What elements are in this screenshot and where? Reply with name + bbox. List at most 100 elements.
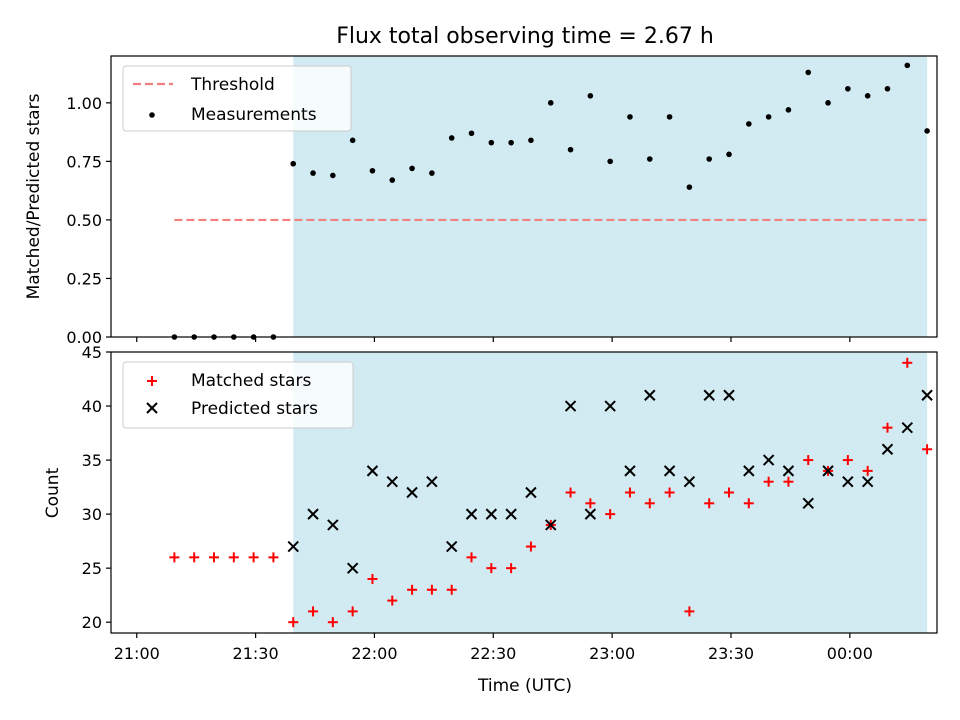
bottom-observing-span-layer <box>293 352 928 633</box>
top-axis-layer: 0.00 0.25 0.50 0.75 1.00 <box>66 55 938 347</box>
measurements-point <box>567 146 574 153</box>
measurements-point <box>904 62 911 69</box>
predicted-stars-point-d2 <box>287 540 299 553</box>
measurements-point <box>765 114 772 120</box>
matched-stars-point <box>466 552 477 563</box>
bottom-x-tick-label: 23:30 <box>708 644 754 663</box>
measurements-point <box>746 121 752 127</box>
matched-stars-point <box>783 476 794 487</box>
measurements-point <box>468 130 475 137</box>
bottom-x-tick-label: 21:30 <box>233 644 279 663</box>
measurements-point <box>924 128 930 134</box>
bottom-y-axis-label: Count <box>43 467 63 518</box>
predicted-stars-point-d2 <box>802 497 814 510</box>
predicted-stars-point-d2 <box>505 508 517 520</box>
predicted-stars-point-d2 <box>584 508 597 520</box>
top-y-tick-label: 0.00 <box>66 328 102 347</box>
matched-stars-point <box>763 476 774 487</box>
measurements-point <box>825 100 831 106</box>
predicted-stars-point-d2 <box>485 508 498 520</box>
bottom-legend-box <box>122 361 354 429</box>
matched-stars-point <box>387 595 398 606</box>
matched-stars-point <box>565 487 576 498</box>
top-panel: Flux total observing time = 2.67 h Match… <box>24 24 938 347</box>
bottom-y-tick-label: 35 <box>82 451 102 470</box>
predicted-stars-point <box>545 519 557 531</box>
measurements-point <box>646 156 653 162</box>
matched-stars-point <box>248 552 259 563</box>
predicted-stars-point-d2 <box>743 465 755 477</box>
matched-stars-point <box>446 584 457 595</box>
measurements-point <box>726 151 732 158</box>
matched-stars-point <box>367 573 378 584</box>
predicted-stars-point-d2 <box>426 475 438 488</box>
measurements-point <box>508 139 514 146</box>
predicted-stars-point <box>366 465 379 477</box>
predicted-stars-point <box>743 465 755 477</box>
top-y-tick-label: 0.75 <box>66 152 102 171</box>
measurements-point <box>884 85 891 92</box>
matched-stars-point <box>327 617 338 628</box>
predicted-stars-point-d2 <box>307 508 319 520</box>
bottom-series-layer <box>169 357 933 628</box>
matched-stars-point <box>486 563 497 574</box>
measurements-point <box>785 107 792 113</box>
predicted-stars-point <box>822 465 834 477</box>
top-y-tick-label: 0.25 <box>66 269 102 288</box>
predicted-stars-point <box>445 540 458 553</box>
predicted-stars-point <box>881 443 894 455</box>
predicted-stars-point <box>287 540 299 553</box>
predicted-stars-point <box>346 562 359 574</box>
legend-predicted-swatch <box>146 402 158 414</box>
matched-stars-point <box>842 455 853 466</box>
legend-matched-label: Matched stars <box>191 371 311 391</box>
matched-stars-point <box>803 455 814 466</box>
measurements-point <box>864 93 871 99</box>
top-axes-frame <box>110 55 938 338</box>
bottom-x-tick-label: 21:00 <box>114 644 160 663</box>
predicted-stars-point <box>683 475 696 488</box>
bottom-x-tick-label: 22:30 <box>470 644 516 663</box>
predicted-stars-point-d2 <box>327 519 339 531</box>
legend-threshold-label: Threshold <box>190 75 275 95</box>
bottom-axes-frame <box>110 351 938 634</box>
predicted-stars-point <box>564 400 577 412</box>
measurements-point <box>528 137 534 144</box>
predicted-stars-point-d2 <box>901 421 913 434</box>
top-y-tick-label: 0.50 <box>66 211 102 230</box>
bottom-legend: Matched stars Predicted stars <box>122 361 354 429</box>
top-y-tick-label: 1.00 <box>66 94 102 113</box>
predicted-stars-point-d2 <box>921 389 933 401</box>
predicted-stars-point-d2 <box>703 389 715 401</box>
predicted-stars-point-d2 <box>861 475 874 488</box>
predicted-stars-point-d2 <box>683 475 696 488</box>
predicted-stars-point-d2 <box>663 465 676 477</box>
measurements-point <box>607 158 613 165</box>
predicted-stars-point-d2 <box>624 465 636 477</box>
matched-stars-point <box>308 606 319 617</box>
matched-stars-point <box>664 487 675 498</box>
predicted-stars-point-d2 <box>842 475 854 488</box>
predicted-stars-point-d2 <box>346 562 359 574</box>
bottom-y-tick-label: 30 <box>82 505 102 524</box>
measurements-point <box>706 156 713 162</box>
measurements-point <box>547 100 554 106</box>
measurements-point <box>488 139 495 146</box>
top-legend-box <box>122 65 352 132</box>
measurements-point <box>448 135 455 141</box>
matched-stars-point <box>922 444 933 455</box>
bottom-axis-layer: 20 25 30 35 40 45 21:00 21:30 22:00 22:30 23:00 23:… <box>82 343 938 663</box>
predicted-stars-point <box>406 486 418 499</box>
measurements-point <box>845 85 851 92</box>
predicted-stars-point <box>505 508 517 520</box>
predicted-stars-point-d2 <box>604 400 616 412</box>
predicted-stars-point <box>921 389 933 401</box>
predicted-stars-point-d2 <box>366 465 379 477</box>
predicted-stars-point-d2 <box>881 443 894 455</box>
predicted-stars-point <box>327 519 339 531</box>
matched-stars-point <box>209 552 220 563</box>
predicted-stars-point <box>525 486 537 499</box>
matched-stars-point <box>268 552 279 563</box>
predicted-stars-point <box>901 421 913 434</box>
